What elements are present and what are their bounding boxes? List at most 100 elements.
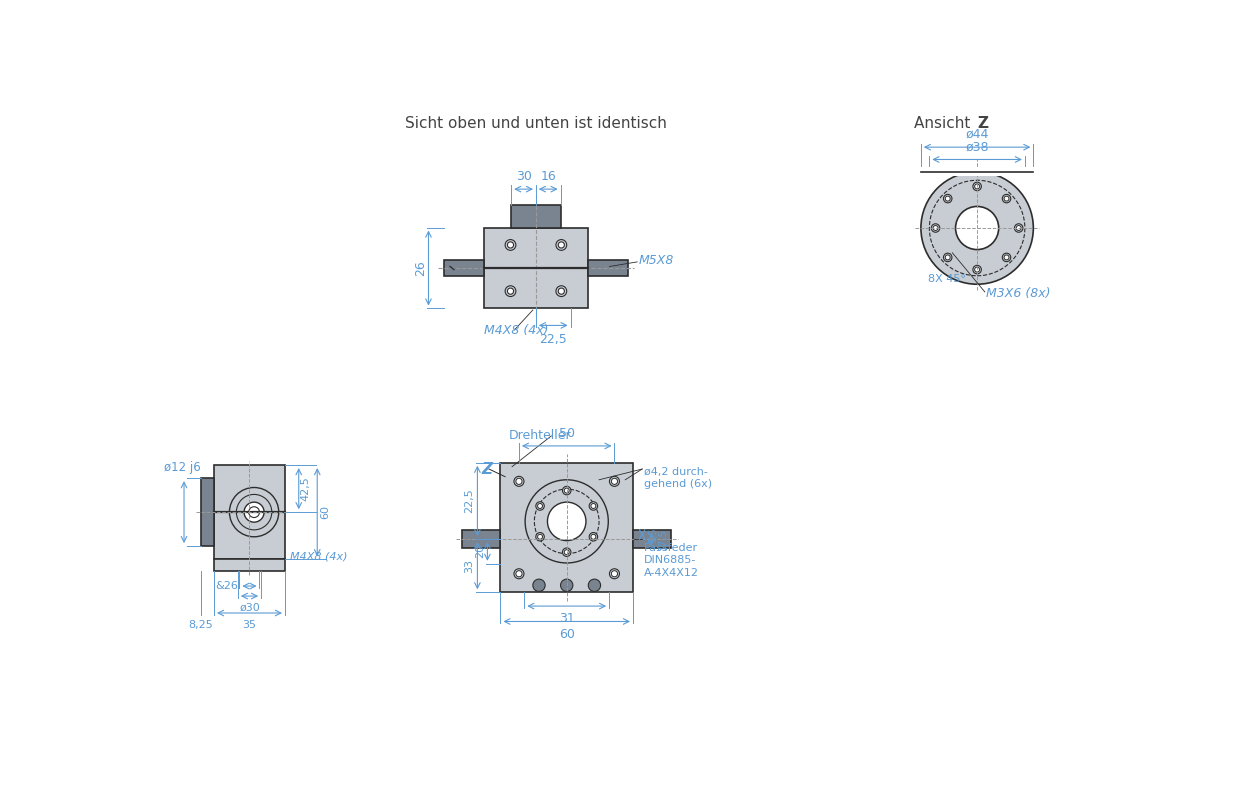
Circle shape — [508, 288, 514, 294]
Bar — [444, 261, 484, 276]
Circle shape — [516, 570, 522, 577]
Text: ø12 j6: ø12 j6 — [164, 461, 200, 474]
Circle shape — [556, 239, 567, 250]
Circle shape — [562, 548, 571, 556]
Circle shape — [1004, 196, 1009, 201]
Circle shape — [525, 480, 608, 563]
Circle shape — [1004, 255, 1009, 260]
Circle shape — [591, 534, 596, 540]
Text: 22,5: 22,5 — [540, 333, 567, 346]
Circle shape — [536, 532, 545, 541]
Circle shape — [505, 239, 516, 250]
Circle shape — [933, 226, 938, 231]
Text: 8,25: 8,25 — [189, 620, 213, 630]
Text: 30: 30 — [516, 170, 531, 183]
Circle shape — [536, 502, 545, 510]
Circle shape — [932, 224, 939, 232]
Circle shape — [1014, 224, 1023, 232]
Text: 35: 35 — [243, 620, 256, 630]
Circle shape — [611, 478, 617, 484]
Circle shape — [559, 288, 565, 294]
Circle shape — [244, 502, 264, 522]
Circle shape — [236, 495, 271, 530]
Circle shape — [508, 242, 514, 248]
Circle shape — [974, 267, 979, 272]
Circle shape — [588, 579, 601, 592]
Circle shape — [556, 286, 567, 296]
Circle shape — [611, 570, 617, 577]
Circle shape — [1003, 194, 1011, 203]
Text: 8X 45°: 8X 45° — [928, 274, 965, 284]
Circle shape — [591, 503, 596, 509]
Circle shape — [559, 242, 565, 248]
Text: ø38: ø38 — [965, 141, 989, 153]
Bar — [511, 205, 561, 228]
Text: M5X8: M5X8 — [638, 254, 674, 267]
Circle shape — [565, 488, 570, 493]
Circle shape — [565, 550, 570, 555]
Circle shape — [929, 180, 1025, 276]
Text: Z: Z — [977, 116, 988, 131]
Circle shape — [532, 579, 545, 592]
Bar — [214, 559, 285, 570]
Circle shape — [505, 286, 516, 296]
Text: 31: 31 — [559, 612, 575, 625]
Circle shape — [610, 569, 620, 579]
Text: Ansicht: Ansicht — [914, 116, 975, 131]
Bar — [214, 465, 285, 559]
Text: 60: 60 — [559, 627, 575, 641]
Circle shape — [943, 194, 952, 203]
Text: ø30: ø30 — [239, 603, 260, 613]
Text: 42,5: 42,5 — [301, 476, 311, 501]
Circle shape — [561, 579, 573, 592]
Circle shape — [535, 489, 600, 554]
Bar — [462, 530, 500, 548]
Circle shape — [516, 478, 522, 484]
Circle shape — [562, 487, 571, 495]
Bar — [588, 261, 628, 276]
Text: Sicht oben und unten ist identisch: Sicht oben und unten ist identisch — [406, 116, 667, 131]
Circle shape — [547, 502, 586, 540]
Circle shape — [514, 569, 524, 579]
Text: 60: 60 — [320, 505, 330, 519]
Circle shape — [590, 502, 597, 510]
Text: 33: 33 — [464, 559, 474, 573]
Text: 16: 16 — [540, 170, 556, 183]
Text: Drehteller: Drehteller — [509, 430, 571, 442]
Text: 50: 50 — [559, 427, 575, 440]
Circle shape — [537, 534, 542, 540]
Circle shape — [945, 255, 950, 260]
Circle shape — [974, 184, 979, 189]
Circle shape — [229, 487, 279, 536]
Text: 20: 20 — [475, 544, 485, 559]
Circle shape — [537, 503, 542, 509]
Bar — [484, 228, 588, 308]
Text: ø44: ø44 — [965, 128, 989, 141]
Text: 22,5: 22,5 — [464, 488, 474, 514]
Circle shape — [973, 265, 982, 274]
Text: Passfeder
DIN6885-
A-4X4X12: Passfeder DIN6885- A-4X4X12 — [643, 543, 699, 577]
Circle shape — [249, 506, 260, 517]
Text: 26: 26 — [414, 260, 427, 276]
Circle shape — [945, 196, 950, 201]
Text: 1,5: 1,5 — [648, 527, 658, 542]
Circle shape — [921, 171, 1034, 284]
Text: ø4,2 durch-
gehend (6x): ø4,2 durch- gehend (6x) — [643, 467, 712, 489]
Text: 17,5: 17,5 — [658, 529, 668, 550]
Circle shape — [1016, 226, 1021, 231]
Circle shape — [514, 476, 524, 487]
Circle shape — [1003, 253, 1011, 261]
Bar — [202, 478, 214, 546]
Text: Z: Z — [481, 461, 493, 476]
Circle shape — [590, 532, 597, 541]
Circle shape — [973, 182, 982, 190]
Bar — [500, 463, 633, 592]
Text: M3X6 (8x): M3X6 (8x) — [986, 287, 1051, 300]
Circle shape — [943, 253, 952, 261]
Bar — [919, 167, 1035, 176]
Text: &26: &26 — [215, 581, 238, 591]
Text: M4X8 (4x): M4X8 (4x) — [290, 551, 347, 562]
Circle shape — [610, 476, 620, 487]
Text: M4X8 (4x): M4X8 (4x) — [484, 324, 549, 337]
Bar — [633, 530, 672, 548]
